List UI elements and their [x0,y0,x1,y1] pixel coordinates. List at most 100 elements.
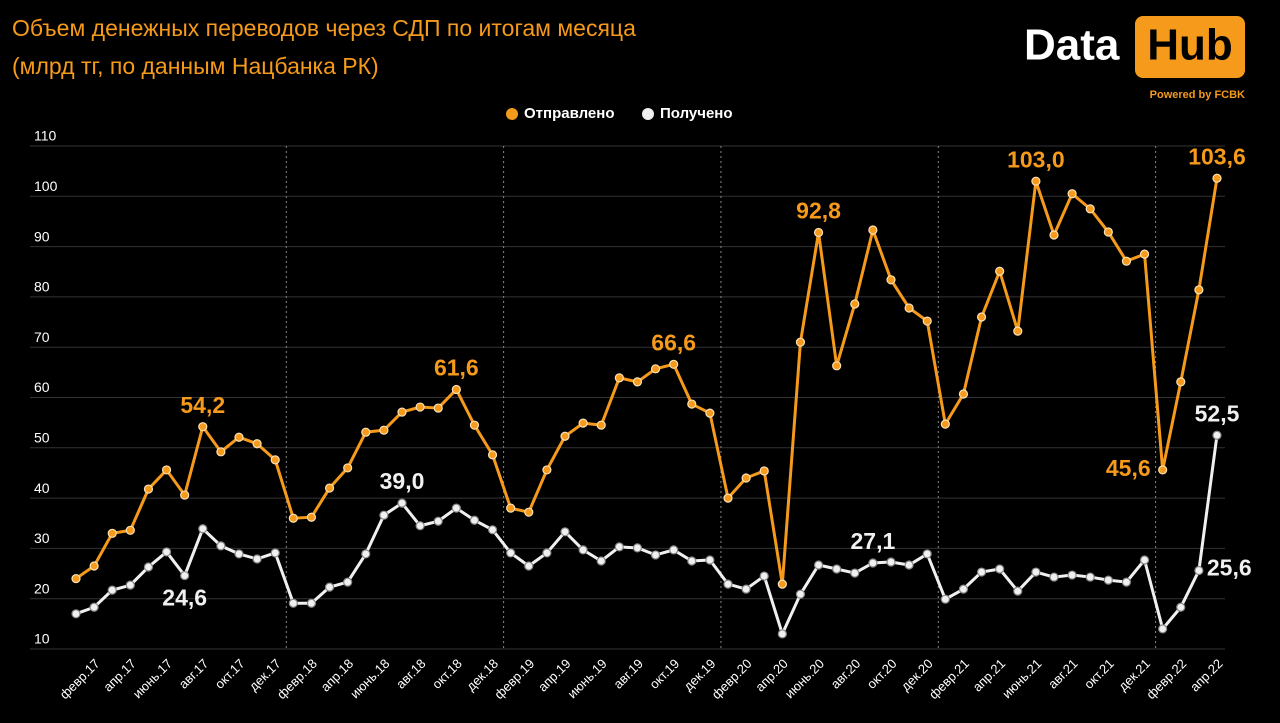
data-point [669,545,679,555]
y-tick-label: 100 [34,178,58,194]
data-point [995,564,1005,574]
data-point [1049,572,1059,582]
data-point [1139,249,1150,259]
data-label: 24,6 [162,585,207,611]
x-tick-label: окт.19 [646,656,682,692]
data-point [89,602,99,612]
y-tick-label: 30 [34,530,50,546]
data-point [216,541,226,551]
data-point [1158,624,1168,634]
data-point [995,266,1005,276]
x-tick-label: окт.21 [1081,656,1117,692]
legend-marker [506,108,518,120]
x-tick-label: авг.18 [393,656,429,692]
data-point [759,466,769,476]
data-point [343,577,353,587]
data-point [71,573,81,584]
data-point [1085,204,1095,214]
logo-text: Hub [1147,21,1233,70]
data-point [1013,586,1023,596]
data-point [922,316,932,326]
data-point [777,579,787,589]
data-point [198,524,208,534]
x-tick-label: июнь.20 [782,656,827,701]
legend-label: Получено [660,105,733,122]
logo-tagline: Powered by FCBK [1150,89,1245,101]
data-point [1212,173,1222,183]
data-point [125,580,135,590]
data-point [687,556,697,566]
data-label: 103,0 [1007,146,1065,172]
data-point [506,548,516,558]
data-point [596,420,606,430]
data-point [324,483,335,493]
data-point [1176,602,1186,612]
data-point [1158,465,1168,475]
data-point [669,359,679,369]
x-tick-label: июнь.21 [999,656,1044,701]
data-point [180,490,190,500]
data-point [252,439,262,449]
data-point [886,557,896,567]
y-tick-label: 90 [34,228,50,244]
data-point [650,550,661,560]
x-tick-label: февр.22 [1143,656,1189,702]
data-point [723,493,733,503]
data-point [288,513,298,523]
x-tick-label: апр.22 [1187,656,1226,695]
data-point [922,549,932,559]
series-line [75,177,1219,585]
data-label: 61,6 [434,355,479,381]
data-point [451,384,461,395]
data-point [306,598,317,608]
data-point [868,558,878,568]
data-point [850,299,860,309]
y-tick-label: 70 [34,329,50,345]
data-point [415,402,425,412]
data-label: 92,8 [796,198,841,224]
data-point [125,525,135,535]
data-point [143,484,154,494]
x-tick-label: авг.21 [1045,656,1081,692]
data-point [161,547,172,557]
data-point [1176,377,1186,387]
data-point [813,227,824,238]
data-point [1085,572,1095,582]
data-point [89,561,99,571]
data-label: 39,0 [380,468,425,494]
data-point [306,512,317,522]
data-point [252,554,262,564]
logo: Data Hub Powered by FCBK [1024,16,1245,101]
legend-label: Отправлено [524,105,615,122]
data-point [614,373,624,383]
chart-subtitle: (млрд тг, по данным Нацбанка РК) [12,53,379,79]
data-point [868,225,878,235]
data-point [596,556,606,566]
x-tick-label: июнь.18 [347,656,392,701]
data-point [705,555,715,565]
x-tick-label: окт.20 [864,656,900,692]
data-point [1031,176,1041,186]
data-point [1194,285,1204,295]
x-tick-label: февр.18 [274,656,320,702]
y-tick-label: 80 [34,279,50,295]
data-point [578,545,588,555]
data-point [71,609,81,619]
x-tick-label: авг.20 [828,656,864,692]
x-tick-label: февр.21 [926,656,972,702]
data-label: 52,5 [1195,400,1240,426]
data-point [234,549,244,559]
data-point [234,432,244,442]
data-point [524,507,534,517]
data-point [270,455,280,465]
data-point [469,420,480,430]
x-tick-label: авг.17 [176,656,212,692]
y-tick-label: 20 [34,580,50,596]
x-tick-label: февр.19 [491,656,537,702]
x-tick-label: июнь.19 [564,656,609,701]
data-point [687,399,697,409]
data-point [361,549,371,559]
data-point [379,510,389,520]
data-point [850,568,860,578]
